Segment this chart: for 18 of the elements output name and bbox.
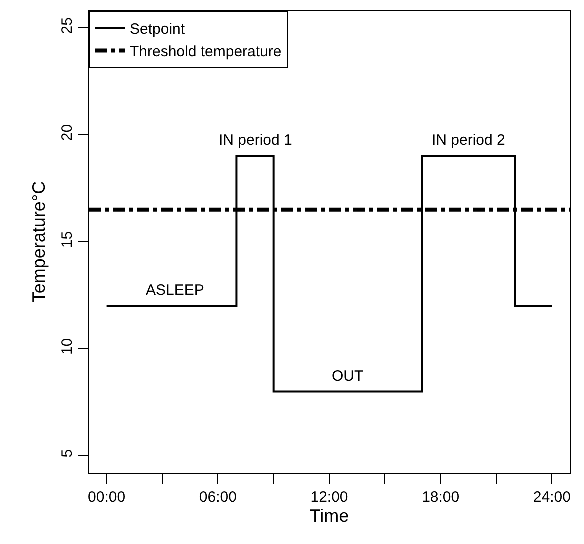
y-axis-title: Temperature°C bbox=[29, 181, 50, 303]
annotation: OUT bbox=[332, 368, 364, 385]
y-tick-label: 20 bbox=[59, 124, 76, 142]
x-tick-label: 18:00 bbox=[422, 489, 460, 506]
annotation: IN period 2 bbox=[432, 132, 506, 149]
x-tick-label: 06:00 bbox=[199, 489, 237, 506]
annotation: IN period 1 bbox=[219, 132, 292, 149]
y-tick-label: 5 bbox=[59, 449, 76, 458]
x-tick-label: 00:00 bbox=[88, 489, 126, 506]
y-tick-label: 10 bbox=[59, 338, 76, 356]
legend-label: Threshold temperature bbox=[130, 44, 282, 61]
legend-label: Setpoint bbox=[130, 21, 186, 38]
y-tick-label: 15 bbox=[59, 231, 76, 248]
x-tick-label: 12:00 bbox=[310, 489, 348, 506]
y-tick-label: 25 bbox=[59, 18, 76, 34]
x-tick-label: 24:00 bbox=[533, 489, 571, 506]
annotation: ASLEEP bbox=[146, 282, 204, 299]
x-axis-title: Time bbox=[310, 506, 350, 526]
